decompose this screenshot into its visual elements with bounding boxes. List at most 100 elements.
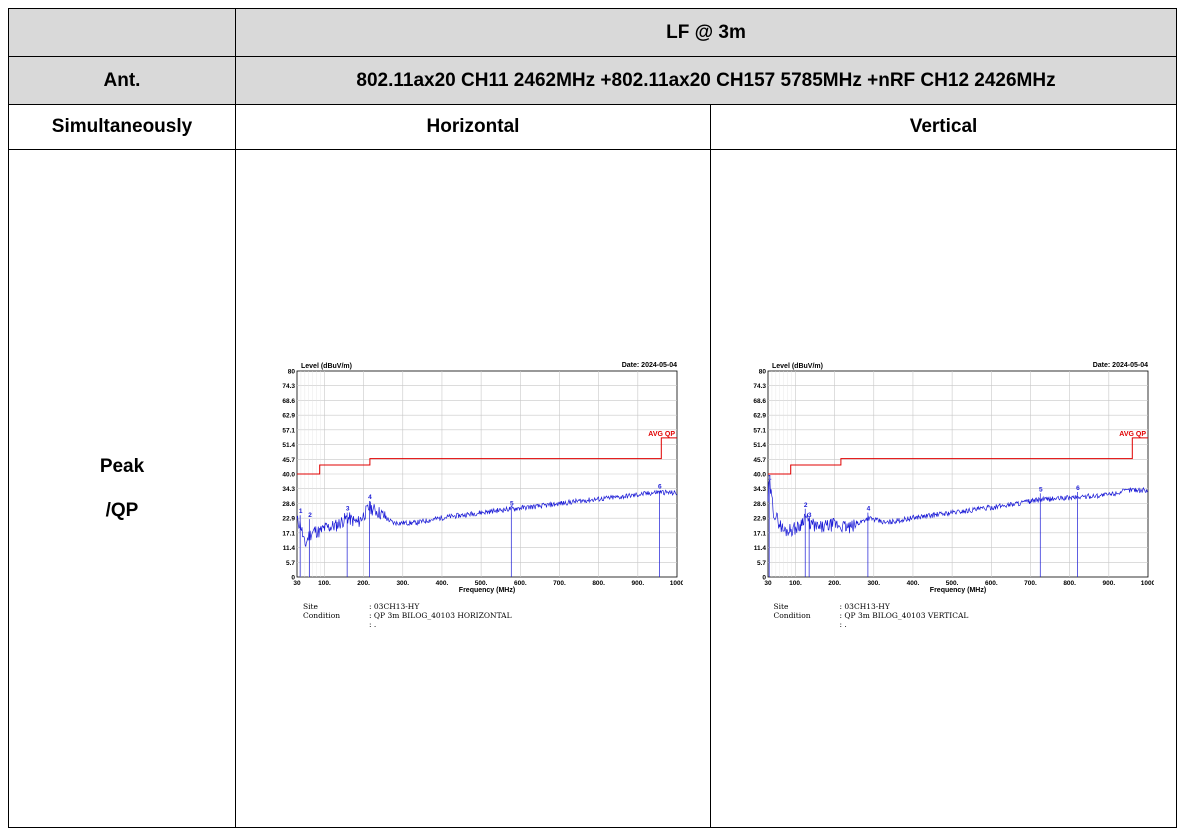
x-axis-label: Frequency (MHz) xyxy=(929,587,985,594)
mode-cell: Peak /QP xyxy=(9,150,236,828)
y-tick-label: 22.9 xyxy=(282,516,295,523)
marker-label: 5 xyxy=(1038,486,1042,493)
marker-label: 3 xyxy=(346,506,350,513)
header-row-2: Ant. 802.11ax20 CH11 2462MHz +802.11ax20… xyxy=(9,57,1177,105)
x-tick-label: 900. xyxy=(631,580,644,587)
x-tick-label: 300. xyxy=(867,580,880,587)
x-tick-label: 500. xyxy=(945,580,958,587)
x-tick-label: 900. xyxy=(1102,580,1115,587)
y-tick-label: 68.6 xyxy=(282,398,295,405)
x-tick-label: 100. xyxy=(789,580,802,587)
extra-value: : . xyxy=(840,620,847,629)
marker-label: 1 xyxy=(767,475,771,482)
y-tick-label: 68.6 xyxy=(753,398,766,405)
y-tick-label: 45.7 xyxy=(753,457,766,464)
site-value: : 03CH13-HY xyxy=(840,602,890,611)
marker-label: 4 xyxy=(866,506,870,513)
mode-line-peak: Peak xyxy=(9,445,235,489)
header-row-3: Simultaneously Horizontal Vertical xyxy=(9,105,1177,150)
extra-value: : . xyxy=(369,620,376,629)
x-tick-label: 200. xyxy=(828,580,841,587)
y-tick-label: 11.4 xyxy=(753,545,766,552)
x-tick-label: 800. xyxy=(592,580,605,587)
marker-label: 6 xyxy=(1076,485,1080,492)
horizontal-plot: 0 5.7 11.4 17.1 22.9 28.6 34.3 40.0 45.7 51.4 57.1… xyxy=(263,354,683,629)
y-tick-label: 57.1 xyxy=(282,427,295,434)
y-tick-label: 57.1 xyxy=(753,427,766,434)
y-tick-label: 5.7 xyxy=(286,560,295,567)
blank-label xyxy=(774,620,840,629)
horizontal-emission-chart: 0 5.7 11.4 17.1 22.9 28.6 34.3 40.0 45.7 51.4 57.1… xyxy=(263,354,683,594)
ant-value: 802.11ax20 CH11 2462MHz +802.11ax20 CH15… xyxy=(236,57,1177,105)
x-tick-label: 700. xyxy=(553,580,566,587)
emission-table: LF @ 3m Ant. 802.11ax20 CH11 2462MHz +80… xyxy=(8,8,1177,828)
x-tick-label: 400. xyxy=(906,580,919,587)
condition-value: : QP 3m BILOG_40103 VERTICAL xyxy=(840,611,969,620)
marker-label: 2 xyxy=(308,512,312,519)
x-tick-label: 1000 xyxy=(670,580,683,587)
horizontal-meta: Site: 03CH13-HY Condition: QP 3m BILOG_4… xyxy=(303,602,683,629)
condition-label: Condition xyxy=(774,611,840,620)
y-tick-label: 40.0 xyxy=(753,472,766,479)
y-tick-label: 34.3 xyxy=(282,486,295,493)
y-tick-label: 80 xyxy=(758,369,766,376)
y-tick-label: 34.3 xyxy=(753,486,766,493)
vertical-emission-chart: 0 5.7 11.4 17.1 22.9 28.6 34.3 40.0 45.7 51.4 57.1… xyxy=(734,354,1154,594)
mode-line-qp: /QP xyxy=(9,489,235,533)
vertical-meta: Site: 03CH13-HY Condition: QP 3m BILOG_4… xyxy=(774,602,1154,629)
condition-value: : QP 3m BILOG_40103 HORIZONTAL xyxy=(369,611,512,620)
y-tick-label: 45.7 xyxy=(282,457,295,464)
site-label: Site xyxy=(303,602,369,611)
limit-label: AVG QP xyxy=(648,431,675,438)
y-tick-label: 62.9 xyxy=(753,413,766,420)
marker-label: 2 xyxy=(803,502,807,509)
ant-label: Ant. xyxy=(9,57,236,105)
marker-label: 1 xyxy=(299,508,303,515)
marker-label: 4 xyxy=(368,494,372,501)
y-tick-label: 51.4 xyxy=(282,442,295,449)
x-tick-label: 1000 xyxy=(1140,580,1153,587)
y-tick-label: 17.1 xyxy=(753,530,766,537)
corner-cell xyxy=(9,9,236,57)
site-value: : 03CH13-HY xyxy=(369,602,419,611)
x-tick-label: 600. xyxy=(984,580,997,587)
x-tick-label: 700. xyxy=(1024,580,1037,587)
condition-label: Condition xyxy=(303,611,369,620)
site-label: Site xyxy=(774,602,840,611)
marker-label: 3 xyxy=(807,512,811,519)
x-axis-label: Frequency (MHz) xyxy=(459,587,515,594)
y-tick-label: 51.4 xyxy=(753,442,766,449)
y-tick-label: 28.6 xyxy=(282,501,295,508)
x-tick-label: 500. xyxy=(475,580,488,587)
y-tick-label: 28.6 xyxy=(753,501,766,508)
horizontal-plot-cell: 0 5.7 11.4 17.1 22.9 28.6 34.3 40.0 45.7 51.4 57.1… xyxy=(236,150,711,828)
date-label: Date: 2024-05-04 xyxy=(622,362,677,369)
x-tick-label: 100. xyxy=(318,580,331,587)
vertical-plot: 0 5.7 11.4 17.1 22.9 28.6 34.3 40.0 45.7 51.4 57.1… xyxy=(734,354,1154,629)
y-tick-label: 11.4 xyxy=(283,545,296,552)
marker-label: 6 xyxy=(658,484,662,491)
horizontal-header: Horizontal xyxy=(236,105,711,150)
plot-row: Peak /QP 0 5.7 11.4 17.1 22.9 28.6 34.3 40.0 45.… xyxy=(9,150,1177,828)
marker-label: 5 xyxy=(510,500,514,507)
simultaneously-label: Simultaneously xyxy=(9,105,236,150)
y-tick-label: 80 xyxy=(288,369,296,376)
x-tick-label: 30 xyxy=(764,580,772,587)
x-tick-label: 600. xyxy=(514,580,527,587)
y-tick-label: 17.1 xyxy=(282,530,295,537)
x-tick-label: 200. xyxy=(357,580,370,587)
vertical-plot-cell: 0 5.7 11.4 17.1 22.9 28.6 34.3 40.0 45.7 51.4 57.1… xyxy=(711,150,1177,828)
x-tick-label: 400. xyxy=(436,580,449,587)
y-tick-label: 74.3 xyxy=(282,383,295,390)
y-tick-label: 74.3 xyxy=(753,383,766,390)
y-tick-label: 40.0 xyxy=(282,472,295,479)
blank-label xyxy=(303,620,369,629)
y-tick-label: 22.9 xyxy=(753,516,766,523)
y-tick-label: 62.9 xyxy=(282,413,295,420)
header-row-1: LF @ 3m xyxy=(9,9,1177,57)
vertical-header: Vertical xyxy=(711,105,1177,150)
limit-label: AVG QP xyxy=(1119,431,1146,438)
y-tick-label: 5.7 xyxy=(756,560,765,567)
date-label: Date: 2024-05-04 xyxy=(1092,362,1147,369)
y-axis-label: Level (dBuV/m) xyxy=(772,363,823,370)
